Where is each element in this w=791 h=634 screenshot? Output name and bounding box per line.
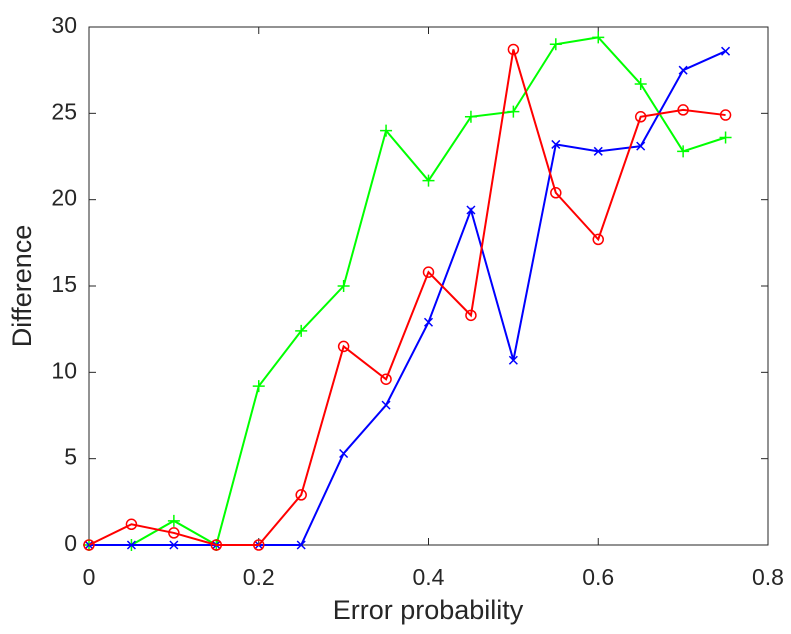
marker bbox=[295, 489, 307, 501]
marker bbox=[337, 340, 350, 353]
marker bbox=[125, 518, 138, 531]
marker bbox=[508, 355, 518, 365]
marker bbox=[126, 540, 136, 550]
marker bbox=[381, 400, 391, 410]
marker bbox=[592, 31, 605, 44]
marker bbox=[507, 43, 520, 56]
marker bbox=[465, 309, 477, 322]
marker bbox=[677, 145, 690, 158]
marker bbox=[253, 539, 265, 551]
marker bbox=[380, 124, 393, 137]
marker bbox=[719, 131, 732, 144]
x-tick-label: 0.2 bbox=[243, 564, 275, 590]
marker bbox=[593, 146, 603, 156]
marker bbox=[169, 540, 179, 550]
marker bbox=[167, 514, 180, 527]
marker bbox=[634, 111, 647, 123]
marker bbox=[719, 109, 732, 121]
marker bbox=[252, 380, 265, 393]
marker bbox=[636, 141, 646, 151]
marker bbox=[721, 46, 731, 56]
marker bbox=[678, 65, 688, 75]
x-axis-label: Error probability bbox=[333, 595, 524, 625]
line bbox=[89, 36, 726, 547]
marker bbox=[83, 539, 95, 551]
y-tick-label: 15 bbox=[51, 271, 77, 297]
marker bbox=[422, 266, 435, 278]
y-tick-label: 5 bbox=[64, 444, 77, 470]
marker bbox=[423, 317, 434, 327]
marker bbox=[337, 280, 350, 292]
line bbox=[89, 50, 726, 546]
marker bbox=[295, 324, 308, 337]
marker bbox=[422, 174, 435, 187]
y-tick-label: 0 bbox=[64, 530, 77, 556]
marker bbox=[380, 373, 392, 385]
marker bbox=[466, 205, 476, 215]
marker bbox=[210, 539, 223, 551]
y-tick-label: 10 bbox=[51, 357, 77, 383]
marker bbox=[634, 77, 647, 90]
y-tick-label: 30 bbox=[51, 12, 77, 38]
x-tick-label: 0.6 bbox=[582, 564, 614, 590]
marker bbox=[677, 104, 689, 116]
line bbox=[88, 49, 726, 546]
marker bbox=[507, 105, 520, 118]
y-tick-label: 25 bbox=[51, 98, 77, 124]
marker bbox=[296, 540, 306, 550]
y-tick-label: 20 bbox=[51, 185, 77, 211]
marker bbox=[464, 110, 477, 123]
marker bbox=[339, 448, 349, 459]
x-tick-label: 0.8 bbox=[752, 564, 784, 590]
y-axis-label: Difference bbox=[7, 225, 37, 348]
marker bbox=[551, 139, 561, 149]
plot-area bbox=[88, 26, 769, 546]
marker bbox=[592, 233, 604, 246]
x-tick-label: 0 bbox=[83, 564, 96, 590]
marker bbox=[549, 38, 562, 51]
x-tick-label: 0.4 bbox=[413, 564, 445, 590]
marker bbox=[168, 527, 180, 539]
marker bbox=[550, 187, 562, 199]
